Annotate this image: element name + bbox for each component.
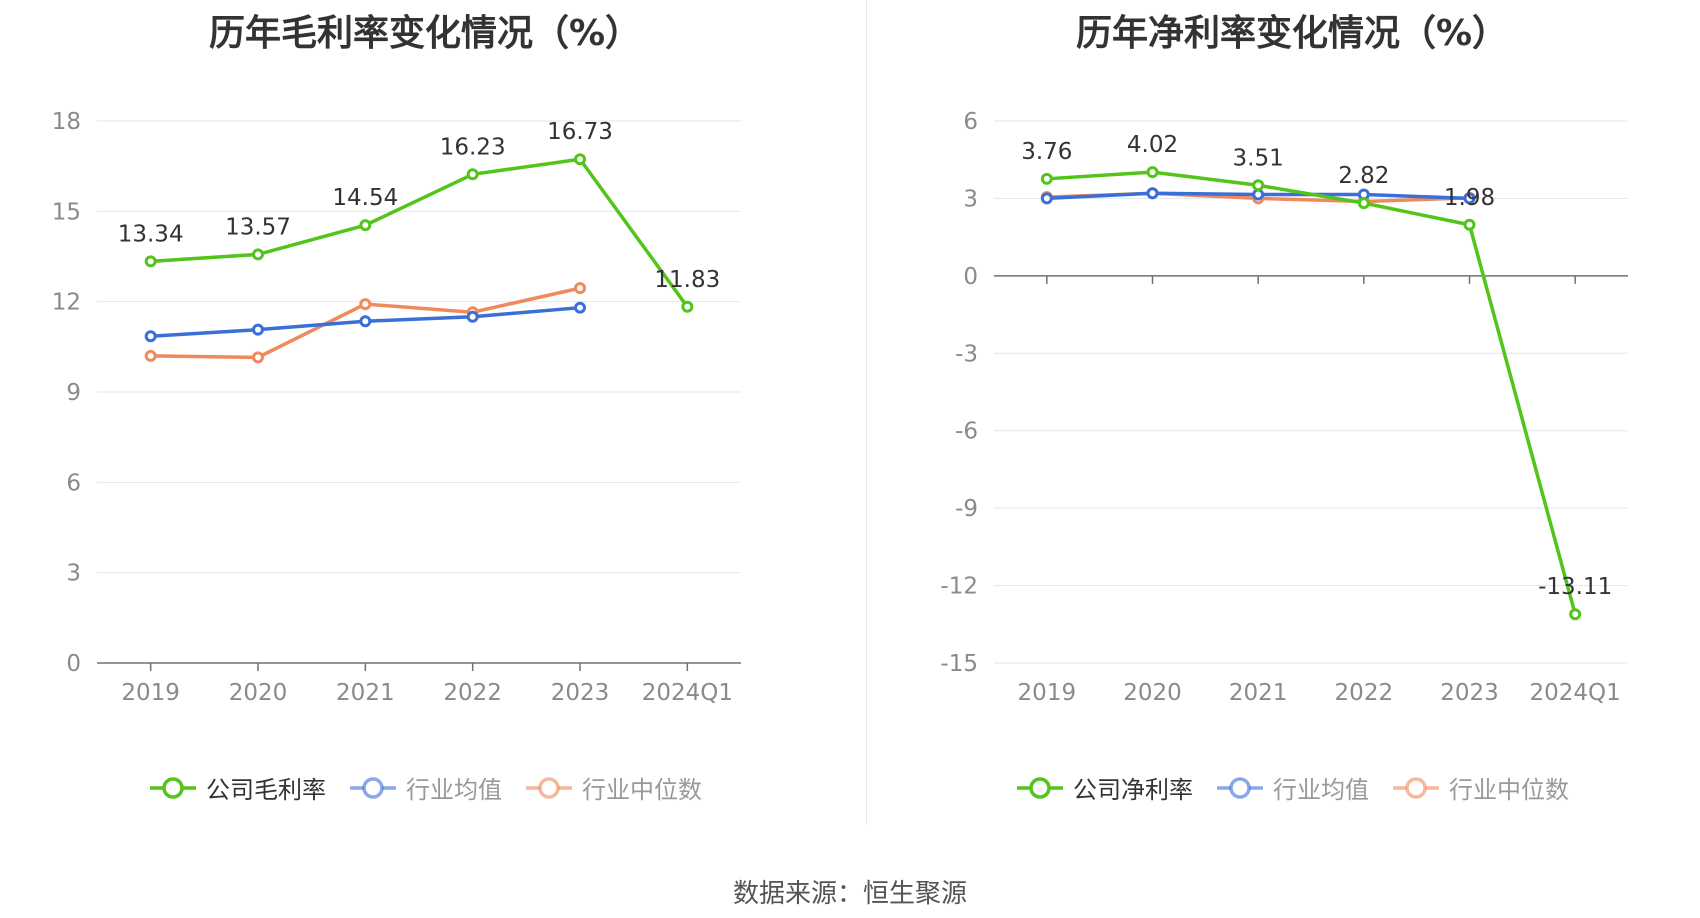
- x-tick-label: 2023: [551, 680, 610, 706]
- data-label: 14.54: [332, 185, 398, 211]
- legend-swatch-icon: [1217, 776, 1263, 799]
- y-tick-label: 0: [66, 651, 81, 677]
- y-tick-label: 18: [52, 109, 81, 135]
- legend-item-median[interactable]: 行业中位数: [524, 770, 702, 805]
- x-tick-label: 2024Q1: [1530, 680, 1621, 706]
- data-point-avg: [252, 323, 264, 336]
- data-point-median: [144, 349, 157, 362]
- y-tick-label: 9: [66, 380, 81, 406]
- legend-label: 行业中位数: [1449, 776, 1569, 804]
- x-tick-label: 2020: [1123, 680, 1182, 706]
- legend-swatch-icon: [1393, 776, 1439, 799]
- legend-swatch-icon: [350, 776, 396, 799]
- y-tick-label: -15: [940, 651, 978, 677]
- data-point-avg: [574, 301, 586, 314]
- data-point-median: [359, 298, 372, 311]
- y-tick-label: 3: [963, 186, 978, 212]
- x-tick-label: 2021: [336, 680, 395, 706]
- legend-item-avg[interactable]: 行业均值: [348, 770, 502, 805]
- y-tick-label: -9: [955, 496, 978, 522]
- legend-label: 公司净利率: [1073, 776, 1193, 804]
- legend-item-median[interactable]: 行业中位数: [1391, 770, 1569, 805]
- y-tick-label: 6: [66, 470, 81, 496]
- x-tick-label: 2019: [121, 680, 180, 706]
- data-label: 2.82: [1338, 163, 1389, 189]
- series-line-company: [150, 157, 689, 308]
- source-note: 数据来源：恒生聚源: [732, 879, 967, 909]
- data-point-avg: [1146, 187, 1159, 200]
- x-tick-label: 2020: [229, 680, 288, 706]
- data-point-median: [252, 351, 264, 364]
- data-label: 1.98: [1444, 185, 1495, 211]
- legend-item-company[interactable]: 公司毛利率: [148, 770, 326, 805]
- net-margin-plot: -15 -12 -9 -6 -3 0 3 6 2019 2020 2021 2022 2023 2024Q…: [940, 109, 1628, 706]
- data-label: 16.23: [440, 134, 506, 160]
- y-tick-label: -6: [955, 419, 978, 445]
- data-point-avg: [1040, 192, 1053, 205]
- y-tick-label: 0: [963, 264, 978, 290]
- chart-title: 历年毛利率变化情况（%）: [208, 13, 642, 54]
- legend-item-avg[interactable]: 行业均值: [1215, 770, 1369, 805]
- data-point-company: [1146, 166, 1159, 179]
- data-label: 16.73: [547, 119, 613, 145]
- data-point-company: [574, 153, 586, 166]
- data-point-avg: [144, 330, 157, 343]
- data-point-avg: [1252, 188, 1265, 201]
- data-label: 11.83: [654, 267, 720, 293]
- y-tick-label: 12: [52, 290, 81, 316]
- data-point-company: [1463, 218, 1476, 231]
- legend-label: 行业均值: [1273, 776, 1369, 804]
- data-label: 13.34: [118, 221, 184, 247]
- x-tick-label: 2022: [443, 680, 502, 706]
- legend: 公司净利率 行业均值 行业中位数: [867, 770, 1700, 805]
- y-tick-label: 3: [66, 561, 81, 587]
- data-label: -13.11: [1538, 574, 1612, 600]
- legend-item-company[interactable]: 公司净利率: [1015, 770, 1193, 805]
- data-point-company: [1569, 608, 1582, 621]
- panel-divider: [866, 0, 867, 825]
- data-point-company: [1040, 172, 1053, 185]
- x-tick-label: 2023: [1440, 680, 1499, 706]
- data-point-company: [252, 248, 264, 261]
- gross-margin-chart: 历年毛利率变化情况（%） 0 3 6 9 12 15 18 2019 2020 2021 2022 2…: [0, 0, 850, 830]
- legend: 公司毛利率 行业均值 行业中位数: [0, 770, 850, 805]
- legend-label: 公司毛利率: [206, 776, 326, 804]
- y-tick-label: -12: [940, 574, 978, 600]
- data-point-company: [359, 219, 372, 232]
- series-line-company: [1046, 170, 1577, 615]
- net-margin-chart: 历年净利率变化情况（%） -15 -12 -9 -6 -3 0 3 6 2019 2020 2021…: [867, 0, 1700, 830]
- data-point-avg: [1463, 192, 1476, 205]
- data-label: 3.51: [1233, 145, 1284, 171]
- legend-label: 行业中位数: [582, 776, 702, 804]
- legend-label: 行业均值: [406, 776, 502, 804]
- data-point-company: [466, 168, 479, 181]
- y-tick-label: -3: [955, 341, 978, 367]
- data-label: 13.57: [225, 214, 291, 240]
- x-tick-label: 2022: [1335, 680, 1394, 706]
- gross-margin-plot: 0 3 6 9 12 15 18 2019 2020 2021 2022 2023 2024Q1 13.3…: [52, 109, 741, 706]
- y-tick-label: 6: [963, 109, 978, 135]
- x-tick-label: 2019: [1018, 680, 1077, 706]
- legend-swatch-icon: [1017, 776, 1063, 799]
- legend-swatch-icon: [150, 776, 196, 799]
- legend-swatch-icon: [526, 776, 572, 799]
- x-tick-label: 2021: [1229, 680, 1288, 706]
- data-point-company: [1252, 179, 1265, 192]
- data-point-median: [574, 282, 586, 295]
- data-point-avg: [466, 310, 479, 323]
- data-point-company: [1357, 197, 1370, 210]
- data-label: 4.02: [1127, 132, 1178, 158]
- y-tick-label: 15: [52, 199, 81, 225]
- x-tick-label: 2024Q1: [642, 680, 733, 706]
- data-point-company: [144, 255, 157, 268]
- chart-title: 历年净利率变化情况（%）: [1075, 13, 1509, 54]
- data-label: 3.76: [1021, 139, 1072, 165]
- data-point-avg: [359, 315, 372, 328]
- data-point-company: [681, 300, 694, 313]
